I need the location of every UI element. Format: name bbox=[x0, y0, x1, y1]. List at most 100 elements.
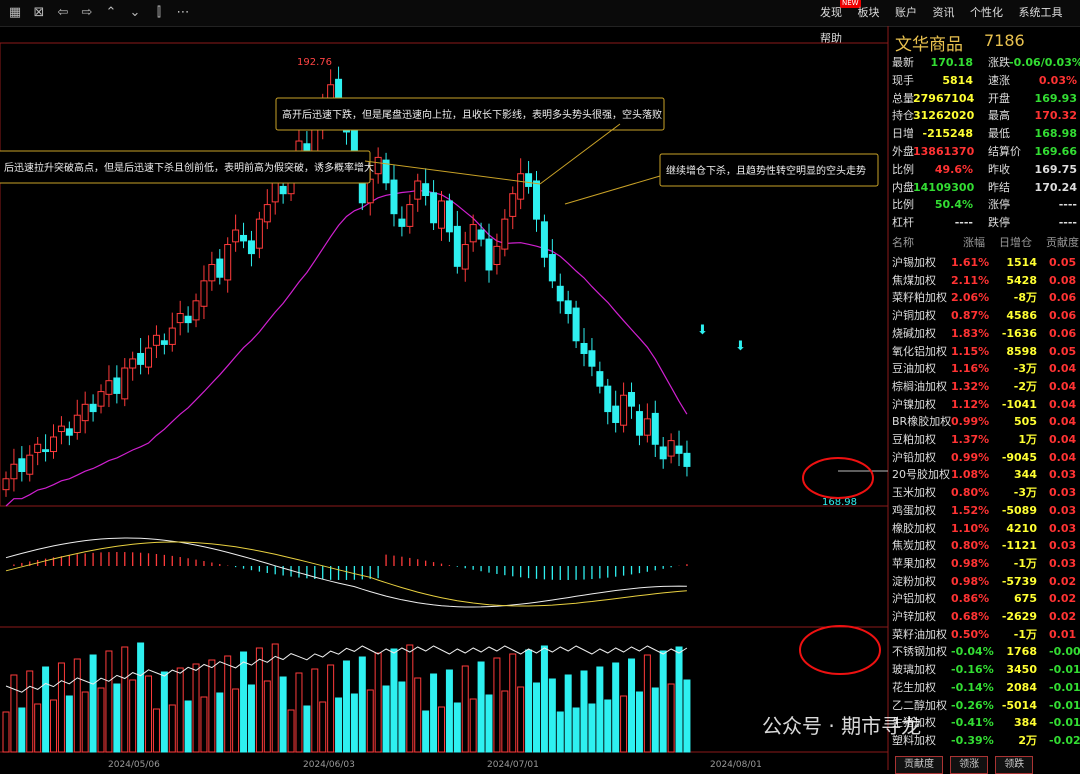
commodity-list-item[interactable]: 乙二醇加权 -0.26% -5014 -0.01 bbox=[891, 697, 1080, 715]
volume-bar bbox=[430, 673, 438, 753]
commodity-contribution: 0.02 bbox=[1049, 592, 1077, 606]
commodity-list-item[interactable]: 菜籽粕加权 2.06% -8万 0.06 bbox=[891, 289, 1080, 307]
commodity-list-item[interactable]: 豆粕加权 1.37% 1万 0.04 bbox=[891, 431, 1080, 449]
commodity-contribution: 0.05 bbox=[1049, 344, 1077, 358]
volume-bar bbox=[651, 687, 659, 753]
quote-label: 跌停 bbox=[988, 216, 1010, 230]
commodity-list-item[interactable]: 沪镍加权 1.12% -1041 0.04 bbox=[891, 396, 1080, 414]
candle-body bbox=[580, 342, 588, 354]
commodity-list-item[interactable]: 鸡蛋加权 1.52% -5089 0.03 bbox=[891, 502, 1080, 520]
candle-body bbox=[50, 436, 58, 453]
commodity-list-item[interactable]: 橡胶加权 1.10% 4210 0.03 bbox=[891, 520, 1080, 538]
grid-icon[interactable]: ▦ bbox=[8, 5, 22, 20]
commodity-name: 乙二醇加权 bbox=[892, 698, 947, 712]
commodity-list-item[interactable]: 花生加权 -0.14% 2084 -0.01 bbox=[891, 679, 1080, 697]
commodity-list-item[interactable]: 焦炭加权 0.80% -1121 0.03 bbox=[891, 537, 1080, 555]
forward-arrow-icon[interactable]: ⇨ bbox=[81, 5, 93, 20]
zoom-out-icon[interactable]: ⌄ bbox=[129, 5, 141, 20]
menu-discover[interactable]: 发现 NEW bbox=[820, 0, 861, 19]
commodity-list-item[interactable]: BR橡胶加权 0.99% 505 0.04 bbox=[891, 413, 1080, 431]
commodity-list-item[interactable]: 菜籽油加权 0.50% -1万 0.01 bbox=[891, 626, 1080, 644]
volume-bar bbox=[461, 665, 469, 753]
list-header: 名称 涨幅 日增仓 贡献度 bbox=[891, 234, 1080, 252]
commodity-list-item[interactable]: 烧碱加权 1.83% -1636 0.06 bbox=[891, 325, 1080, 343]
tab-contribution[interactable]: 贡献度 bbox=[895, 756, 943, 774]
new-badge: NEW bbox=[840, 0, 861, 8]
candle-body bbox=[192, 300, 200, 321]
volume-bar bbox=[556, 711, 564, 753]
commodity-list-item[interactable]: 焦煤加权 2.11% 5428 0.08 bbox=[891, 272, 1080, 290]
volume-bar bbox=[81, 691, 89, 753]
kline-chart[interactable]: 192.76 168.98 高开后迅速下跌，但是尾盘迅速向上拉，且收长下影线，表明多… bbox=[0, 26, 891, 770]
candle-body bbox=[604, 385, 612, 413]
quote-label: 昨收 bbox=[988, 162, 1010, 176]
commodity-list-item[interactable]: 沪铜加权 0.87% 4586 0.06 bbox=[891, 307, 1080, 325]
volume-bar bbox=[26, 670, 34, 753]
commodity-name: 生猪加权 bbox=[892, 716, 936, 730]
quote-value: 31262020 bbox=[913, 109, 975, 123]
header-name[interactable]: 名称 bbox=[892, 236, 914, 249]
volume-bar bbox=[137, 642, 145, 753]
commodity-oi-change: 5428 bbox=[1006, 273, 1037, 287]
commodity-name: 沪锡加权 bbox=[892, 256, 936, 269]
volume-bar bbox=[232, 688, 240, 753]
quote-value: 168.98 bbox=[1034, 127, 1077, 141]
volume-bar bbox=[683, 679, 691, 753]
volume-bar bbox=[240, 651, 248, 753]
quote-value: 169.75 bbox=[1034, 162, 1077, 176]
commodity-list-item[interactable]: 淀粉加权 0.98% -5739 0.02 bbox=[891, 573, 1080, 591]
header-oi-change[interactable]: 日增仓 bbox=[999, 236, 1032, 249]
commodity-list-item[interactable]: 沪锡加权 1.61% 1514 0.05 bbox=[891, 254, 1080, 272]
candle-body bbox=[374, 156, 382, 175]
volume-bar bbox=[517, 686, 525, 753]
volume-bar bbox=[200, 696, 208, 753]
volume-bar bbox=[168, 704, 176, 753]
macd-dea-line bbox=[5, 541, 687, 607]
menu-account[interactable]: 账户 bbox=[895, 6, 917, 19]
header-contribution[interactable]: 贡献度 bbox=[1046, 236, 1079, 249]
commodity-list-item[interactable]: 苹果加权 0.98% -1万 0.03 bbox=[891, 555, 1080, 573]
commodity-contribution: 0.03 bbox=[1049, 486, 1077, 500]
split-icon[interactable]: ⫿ bbox=[156, 5, 162, 20]
commodity-list-item[interactable]: 生猪加权 -0.41% 384 -0.01 bbox=[891, 714, 1080, 732]
header-change[interactable]: 涨幅 bbox=[963, 236, 985, 249]
high-price-label: 192.76 bbox=[297, 57, 332, 68]
quote-label: 总量 bbox=[892, 91, 914, 105]
tab-leading-down[interactable]: 领跌 bbox=[995, 756, 1034, 774]
menu-help[interactable]: 帮助 bbox=[820, 32, 842, 45]
commodity-oi-change: -8万 bbox=[1013, 291, 1037, 305]
commodity-list-item[interactable]: 玉米加权 0.80% -3万 0.03 bbox=[891, 484, 1080, 502]
commodity-list-item[interactable]: 沪铅加权 0.99% -9045 0.04 bbox=[891, 449, 1080, 467]
date-label: 2024/05/06 bbox=[108, 760, 160, 770]
menu-news[interactable]: 资讯 bbox=[932, 6, 955, 19]
commodity-list-item[interactable]: 棕榈油加权 1.32% -2万 0.04 bbox=[891, 378, 1080, 396]
quote-value: ---- bbox=[1058, 216, 1077, 230]
commodity-list-item[interactable]: 20号胶加权 1.08% 344 0.03 bbox=[891, 466, 1080, 484]
back-arrow-icon[interactable]: ⇦ bbox=[57, 5, 69, 20]
commodity-contribution: 0.06 bbox=[1049, 326, 1077, 340]
annotation-3-box bbox=[659, 153, 879, 187]
commodity-name: 苹果加权 bbox=[892, 556, 936, 570]
commodity-list-item[interactable]: 沪锌加权 0.68% -2629 0.02 bbox=[891, 608, 1080, 626]
quote-row: 现手 5814 速涨 0.03% bbox=[891, 72, 1080, 90]
volume-bar bbox=[327, 664, 335, 753]
commodity-list-item[interactable]: 沪铝加权 0.86% 675 0.02 bbox=[891, 590, 1080, 608]
candle-body bbox=[121, 367, 129, 400]
more-icon[interactable]: ⋯ bbox=[176, 5, 190, 20]
commodity-list-item[interactable]: 不锈钢加权 -0.04% 1768 -0.00 bbox=[891, 643, 1080, 661]
annotation-1-text: 高开后迅速下跌，但是尾盘迅速向上拉，且收长下影线，表明多头势头很强，空头落败 bbox=[282, 108, 662, 121]
menu-personalize[interactable]: 个性化 bbox=[970, 6, 1003, 19]
menu-system-tools[interactable]: 系统工具 bbox=[1018, 6, 1063, 19]
menu-sector[interactable]: 板块 bbox=[857, 6, 880, 19]
zoom-in-icon[interactable]: ⌃ bbox=[105, 5, 117, 20]
annotation-2-box bbox=[0, 150, 371, 184]
commodity-name: 鸡蛋加权 bbox=[892, 503, 936, 517]
commodity-list-item[interactable]: 氧化铝加权 1.15% 8598 0.05 bbox=[891, 343, 1080, 361]
commodity-list-item[interactable]: 塑料加权 -0.39% 2万 -0.02 bbox=[891, 732, 1080, 750]
tab-leading-up[interactable]: 领涨 bbox=[950, 756, 989, 774]
commodity-list-item[interactable]: 玻璃加权 -0.16% 3450 -0.01 bbox=[891, 661, 1080, 679]
collapse-icon[interactable]: ⊠ bbox=[33, 5, 45, 20]
volume-bar bbox=[303, 705, 311, 753]
commodity-name: 花生加权 bbox=[892, 680, 936, 694]
commodity-list-item[interactable]: 豆油加权 1.16% -3万 0.04 bbox=[891, 360, 1080, 378]
